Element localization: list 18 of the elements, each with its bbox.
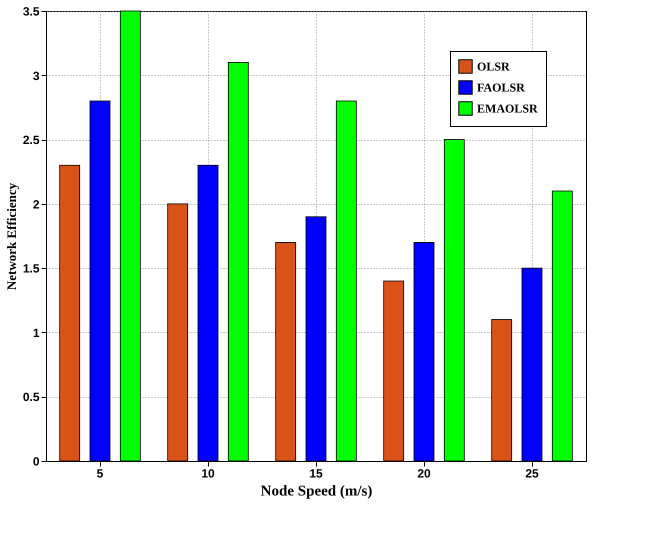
legend-label: FAOLSR bbox=[477, 80, 526, 94]
y-axis-title: Network Efficiency bbox=[4, 182, 19, 290]
x-tick-label: 5 bbox=[96, 466, 104, 480]
x-tick-label: 10 bbox=[201, 466, 215, 480]
x-tick-label: 15 bbox=[309, 466, 323, 480]
y-tick-label: 0.5 bbox=[22, 390, 40, 404]
legend-label: OLSR bbox=[477, 60, 510, 74]
x-tick-label: 25 bbox=[525, 466, 539, 480]
y-tick-label: 1 bbox=[32, 326, 40, 340]
legend-label: EMAOLSR bbox=[477, 102, 538, 116]
x-axis-title: Node Speed (m/s) bbox=[260, 484, 372, 500]
y-tick-label: 0 bbox=[32, 454, 40, 468]
y-tick-label: 3.5 bbox=[22, 4, 40, 18]
y-tick-label: 3 bbox=[32, 68, 40, 83]
y-tick-label: 2.5 bbox=[22, 133, 40, 148]
y-tick-label: 2 bbox=[32, 197, 40, 212]
x-tick-label: 20 bbox=[417, 466, 431, 480]
y-tick-label: 1.5 bbox=[22, 262, 40, 276]
